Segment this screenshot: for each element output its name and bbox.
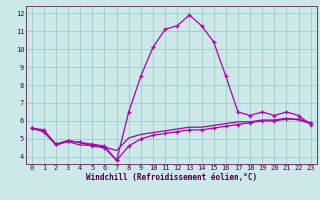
X-axis label: Windchill (Refroidissement éolien,°C): Windchill (Refroidissement éolien,°C) <box>86 173 257 182</box>
